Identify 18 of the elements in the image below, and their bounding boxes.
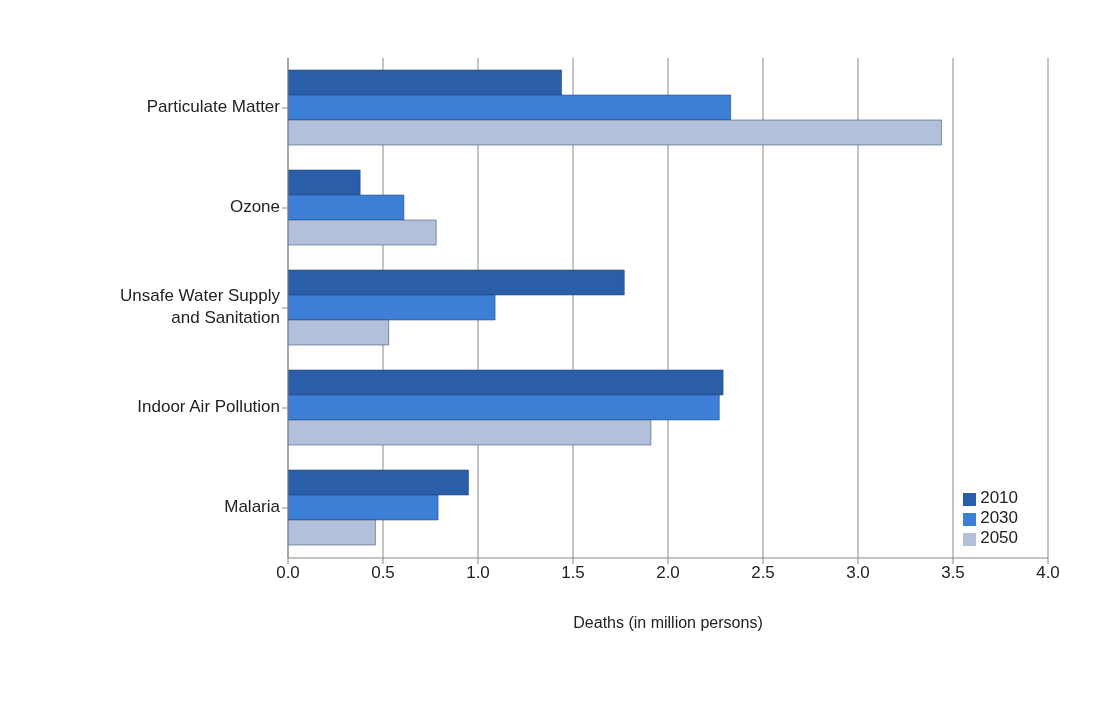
y-tick-label: Ozone — [229, 197, 280, 217]
legend-label: 2050 — [980, 528, 1018, 547]
x-tick-label: 3.0 — [846, 563, 870, 583]
y-tick-label: Malaria — [224, 497, 281, 517]
legend-label: 2030 — [980, 508, 1018, 527]
y-tick-label: Particulate Matter — [146, 97, 281, 117]
y-tick-label: Unsafe Water Supply and Sanitation — [120, 286, 281, 328]
x-tick-label: 4.0 — [1036, 563, 1060, 583]
x-tick-label: 0.5 — [371, 563, 395, 583]
x-tick-label: 2.0 — [656, 563, 680, 583]
y-tick-label: Indoor Air Pollution — [137, 397, 280, 417]
x-tick-label: 2.5 — [751, 563, 775, 583]
x-tick-label: 1.0 — [466, 563, 490, 583]
x-tick-label: 3.5 — [941, 563, 965, 583]
x-tick-label: 0.0 — [276, 563, 300, 583]
legend-label: 2010 — [980, 488, 1018, 507]
x-axis-title: Deaths (in million persons) — [573, 614, 763, 631]
x-tick-label: 1.5 — [561, 563, 585, 583]
